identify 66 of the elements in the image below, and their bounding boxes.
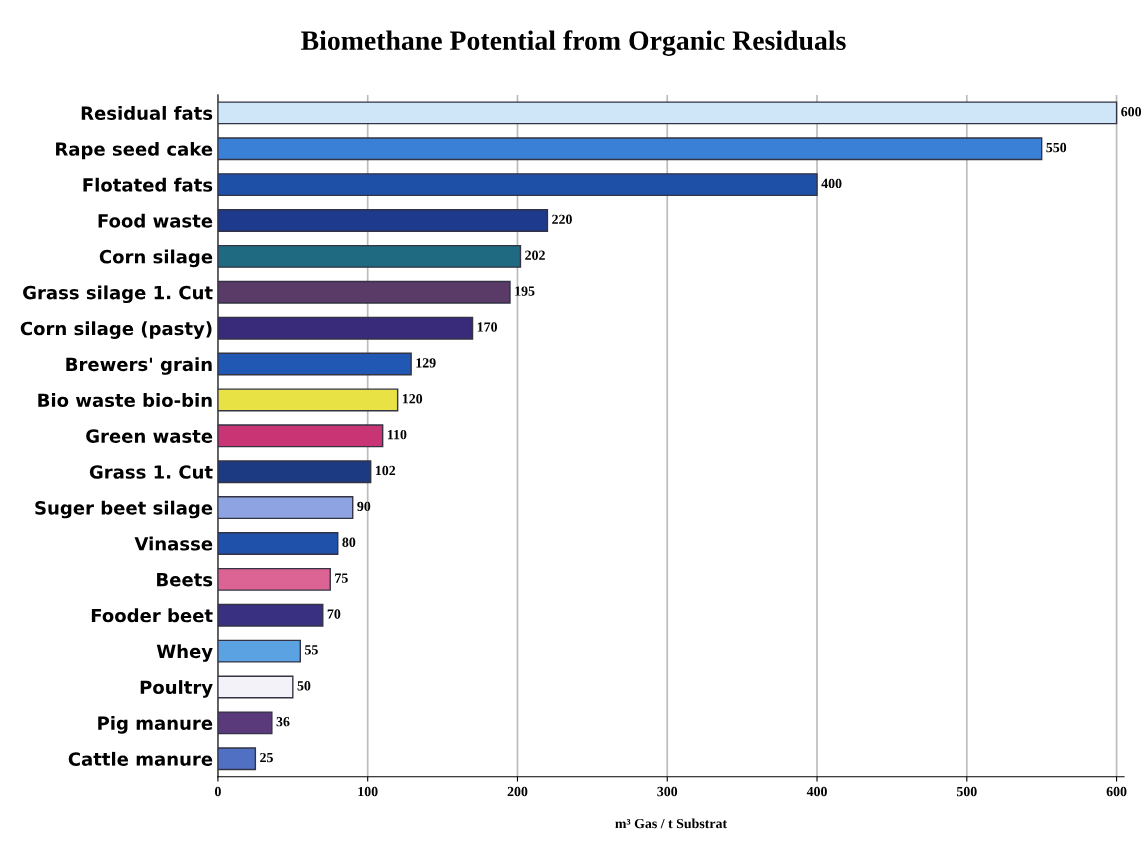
data-label: 170 (477, 322, 498, 332)
y-tick-label: Corn silage (99, 249, 213, 268)
bar (217, 244, 522, 268)
y-tick-label: Beets (157, 573, 213, 587)
data-label: 220 (552, 214, 572, 224)
bar (217, 173, 818, 197)
bar (217, 424, 384, 448)
data-label: 55 (305, 645, 318, 655)
y-tick-label: Brewers' grain (66, 357, 212, 375)
y-tick-label: Grass 1. Cut (89, 465, 213, 479)
y-tick-label: Poultry (140, 680, 213, 698)
bar (217, 209, 549, 232)
x-axis-title: m³ Gas / t Substrat (615, 818, 728, 829)
y-tick-label: Rape seed cake (56, 141, 213, 160)
bar (217, 567, 331, 591)
data-label: 202 (525, 250, 545, 260)
data-label: 120 (402, 394, 423, 404)
data-label: 25 (260, 752, 273, 763)
bar (217, 747, 257, 771)
y-tick-label: Green waste (86, 429, 213, 443)
x-tick-label: 400 (806, 786, 827, 797)
bar (217, 496, 354, 520)
data-label: 195 (515, 286, 535, 296)
bar (217, 460, 372, 484)
bar (217, 603, 324, 627)
bar (217, 675, 294, 699)
chart-title: Biomethane Potential from Organic Residuals (301, 30, 846, 56)
bar (217, 316, 474, 340)
bar (217, 352, 412, 376)
y-tick-label: Bio waste bio-bin (38, 393, 212, 408)
x-tick-label: 100 (358, 786, 378, 797)
y-tick-label: Pig manure (98, 716, 213, 734)
data-label: 36 (276, 717, 290, 727)
data-label: 400 (821, 178, 842, 189)
data-label: 102 (375, 465, 396, 476)
data-label: 90 (357, 501, 371, 512)
x-tick-label: 0 (214, 786, 221, 797)
data-label: 600 (1121, 106, 1142, 117)
x-tick-label: 500 (956, 786, 977, 797)
x-tick-label: 300 (657, 786, 678, 797)
y-tick-label: Fooder beet (91, 608, 213, 623)
y-tick-label: Whey (156, 644, 213, 662)
data-label: 75 (335, 573, 348, 583)
y-tick-label: Corn silage (pasty) (20, 321, 212, 339)
y-tick-label: Grass silage 1. Cut (23, 285, 213, 304)
data-label: 550 (1046, 142, 1067, 153)
data-label: 129 (416, 358, 436, 368)
bar (217, 532, 339, 555)
y-tick-label: Vinasse (134, 536, 213, 551)
bar (217, 280, 511, 304)
data-label: 110 (387, 429, 407, 440)
bar (217, 137, 1043, 161)
x-tick-label: 200 (507, 786, 528, 797)
y-tick-label: Flotated fats (83, 177, 213, 192)
bar (217, 711, 273, 735)
bar (217, 388, 399, 412)
x-tick-label: 600 (1106, 786, 1127, 797)
bar (217, 101, 1118, 125)
data-label: 70 (327, 609, 341, 619)
y-tick-label: Residual fats (81, 106, 213, 120)
data-label: 80 (342, 537, 356, 547)
bar (217, 639, 302, 663)
y-tick-label: Food waste (98, 213, 213, 228)
y-tick-label: Suger beet silage (35, 500, 213, 519)
y-tick-label: Cattle manure (68, 751, 213, 766)
data-label: 50 (297, 681, 311, 691)
